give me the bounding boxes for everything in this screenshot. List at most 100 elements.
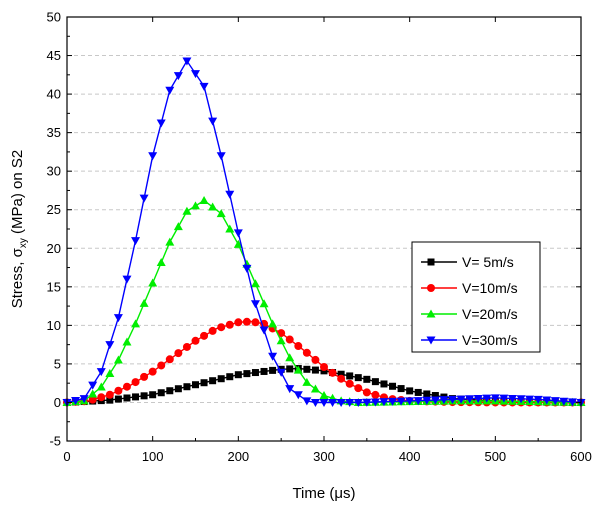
data-point bbox=[354, 384, 363, 393]
data-point bbox=[216, 209, 226, 218]
data-point bbox=[208, 202, 218, 211]
data-point bbox=[345, 398, 355, 407]
data-point bbox=[277, 329, 286, 338]
data-point bbox=[234, 318, 243, 327]
data-point bbox=[328, 368, 337, 377]
data-point bbox=[105, 369, 115, 378]
data-point bbox=[550, 397, 560, 406]
data-point bbox=[389, 382, 397, 390]
x-tick-label: 500 bbox=[484, 449, 506, 464]
data-point bbox=[217, 323, 226, 332]
data-point bbox=[345, 379, 354, 388]
data-point bbox=[371, 378, 379, 386]
data-point bbox=[337, 374, 346, 383]
data-point bbox=[276, 336, 286, 345]
legend-marker bbox=[426, 309, 436, 318]
y-tick-label: 25 bbox=[47, 202, 61, 217]
data-point bbox=[413, 397, 423, 406]
data-point bbox=[105, 341, 115, 350]
x-axis-title: Time (μs) bbox=[292, 485, 355, 502]
legend-label: V= 5m/s bbox=[462, 254, 514, 270]
data-point bbox=[140, 392, 148, 400]
data-point bbox=[310, 384, 320, 393]
data-point bbox=[285, 335, 294, 344]
legend-label: V=30m/s bbox=[462, 332, 518, 348]
data-point bbox=[406, 387, 414, 395]
legend-label: V=10m/s bbox=[462, 280, 518, 296]
data-point bbox=[293, 391, 303, 400]
data-point bbox=[353, 398, 363, 407]
data-point bbox=[174, 385, 182, 393]
data-point bbox=[139, 194, 149, 203]
data-point bbox=[251, 318, 260, 327]
data-point bbox=[173, 222, 183, 231]
data-point bbox=[354, 374, 362, 382]
data-point bbox=[243, 370, 251, 378]
legend-marker bbox=[427, 284, 435, 292]
y-tick-label: 10 bbox=[47, 318, 61, 333]
x-tick-label: 0 bbox=[63, 449, 70, 464]
data-point bbox=[302, 348, 311, 357]
data-point bbox=[165, 237, 175, 246]
data-point bbox=[97, 393, 106, 402]
data-point bbox=[157, 389, 165, 397]
data-point bbox=[559, 397, 569, 406]
series-4 bbox=[62, 57, 586, 407]
data-point bbox=[336, 398, 346, 407]
data-point bbox=[293, 365, 303, 374]
data-point bbox=[456, 395, 466, 404]
data-point bbox=[79, 395, 89, 404]
data-point bbox=[156, 119, 166, 128]
data-point bbox=[149, 391, 157, 399]
data-point bbox=[156, 258, 166, 267]
data-point bbox=[269, 366, 277, 374]
data-point bbox=[71, 397, 81, 406]
y-tick-label: 0 bbox=[54, 395, 61, 410]
series-layer bbox=[62, 57, 586, 407]
legend-item: V=20m/s bbox=[421, 306, 518, 322]
y-tick-label: 5 bbox=[54, 356, 61, 371]
y-tick-label: 20 bbox=[47, 241, 61, 256]
data-point bbox=[183, 383, 191, 391]
data-point bbox=[131, 319, 141, 328]
data-point bbox=[122, 337, 132, 346]
data-point bbox=[448, 395, 457, 404]
data-point bbox=[191, 70, 200, 79]
data-point bbox=[302, 397, 312, 406]
y-tick-label: -5 bbox=[49, 434, 61, 449]
data-point bbox=[490, 394, 500, 403]
data-point bbox=[319, 391, 329, 400]
data-point bbox=[191, 201, 200, 210]
data-point bbox=[234, 371, 242, 379]
data-point bbox=[113, 314, 123, 323]
data-point bbox=[225, 320, 234, 329]
data-point bbox=[422, 396, 432, 405]
data-point bbox=[260, 367, 268, 375]
y-tick-label: 50 bbox=[47, 10, 61, 25]
data-point bbox=[123, 394, 131, 402]
data-point bbox=[370, 398, 380, 407]
data-point bbox=[328, 398, 338, 407]
data-point bbox=[217, 375, 225, 383]
data-point bbox=[310, 398, 320, 407]
data-point bbox=[225, 224, 235, 233]
data-point bbox=[182, 206, 192, 215]
data-point bbox=[268, 352, 278, 361]
data-point bbox=[259, 326, 269, 335]
data-point bbox=[132, 393, 140, 401]
data-point bbox=[380, 380, 388, 388]
data-point bbox=[122, 275, 132, 284]
data-point bbox=[507, 394, 517, 403]
data-point bbox=[346, 372, 354, 380]
legend-item: V= 5m/s bbox=[421, 254, 514, 270]
data-point bbox=[567, 398, 577, 407]
data-point bbox=[113, 355, 123, 364]
data-point bbox=[388, 397, 398, 406]
data-point bbox=[542, 396, 552, 405]
data-point bbox=[251, 369, 259, 377]
data-point bbox=[96, 368, 106, 377]
data-point bbox=[268, 319, 278, 328]
data-point bbox=[482, 394, 492, 403]
data-point bbox=[122, 382, 131, 391]
